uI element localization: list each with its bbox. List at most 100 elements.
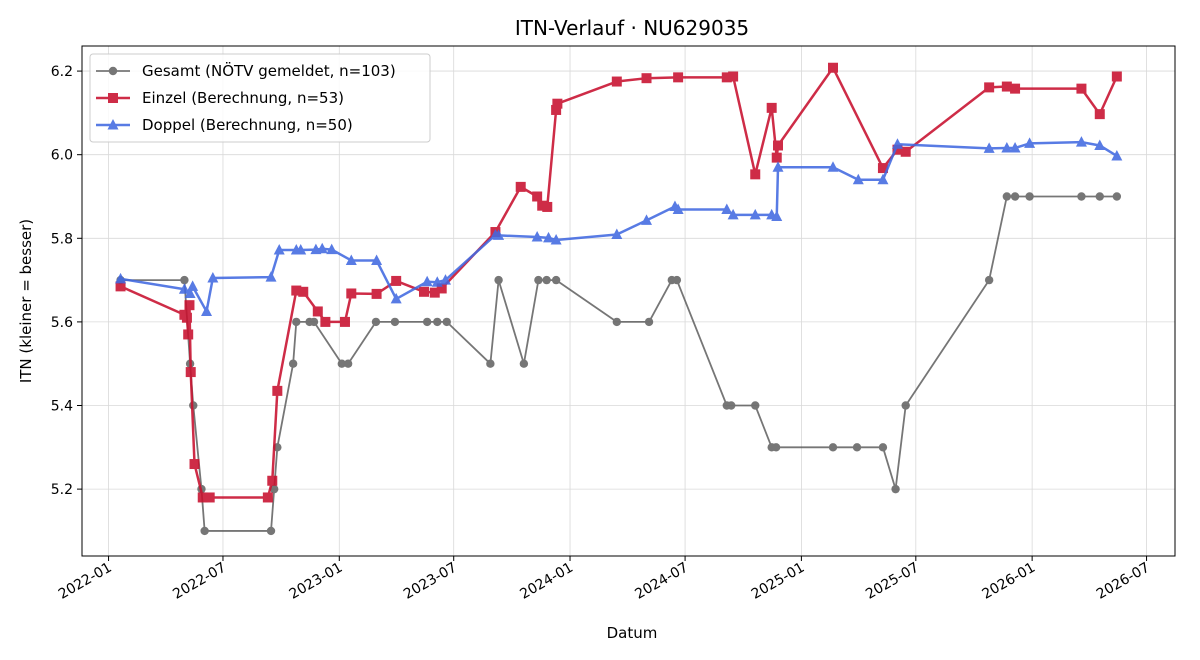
data-point-einzel (828, 62, 839, 73)
data-point-doppel (749, 208, 761, 220)
data-point-gesamt (390, 317, 400, 327)
data-point-einzel (184, 300, 195, 311)
data-point-einzel (515, 181, 526, 192)
data-point-doppel (431, 276, 443, 287)
data-point-gesamt (266, 526, 276, 536)
data-point-gesamt (1077, 192, 1086, 201)
data-point-doppel (1111, 149, 1123, 161)
legend-marker-doppel (107, 119, 119, 130)
data-point-doppel (115, 272, 127, 284)
series-doppel (115, 136, 1123, 316)
data-point-doppel (201, 305, 213, 316)
data-point-einzel (346, 288, 357, 299)
data-point-gesamt (672, 275, 682, 285)
y-tick-label: 5.2 (51, 482, 73, 498)
legend-swatch-gesamt (96, 66, 130, 76)
data-point-doppel (390, 292, 402, 304)
data-point-doppel (611, 228, 623, 240)
data-point-einzel (773, 140, 784, 151)
plot-frame (81, 45, 1176, 557)
data-point-einzel (267, 475, 278, 486)
data-point-einzel (418, 286, 429, 297)
data-point-doppel (852, 173, 864, 185)
legend-marker-gesamt (108, 66, 118, 76)
data-point-einzel (183, 329, 194, 340)
data-point-einzel (532, 191, 543, 202)
data-point-gesamt (542, 275, 551, 285)
data-point-gesamt (751, 401, 760, 410)
data-point-doppel (891, 138, 903, 149)
y-tick-label: 6.0 (51, 148, 73, 164)
data-point-doppel (772, 161, 784, 172)
data-point-einzel (189, 459, 200, 470)
y-tick-label: 6.2 (51, 64, 73, 80)
data-point-einzel (766, 102, 777, 113)
data-point-einzel (204, 492, 215, 503)
data-point-gesamt (337, 359, 347, 368)
data-point-gesamt (771, 443, 781, 452)
data-point-einzel (197, 492, 208, 503)
data-point-einzel (371, 288, 382, 299)
data-point-einzel (552, 98, 563, 109)
data-point-gesamt (1025, 192, 1034, 201)
data-point-gesamt (519, 359, 529, 368)
data-point-doppel (543, 231, 555, 243)
data-point-doppel (295, 244, 307, 255)
data-point-einzel (312, 306, 323, 317)
data-point-doppel (1009, 142, 1021, 153)
data-point-gesamt (433, 317, 442, 327)
data-point-gesamt (1095, 192, 1104, 201)
series-einzel (115, 62, 1122, 503)
data-point-doppel (771, 210, 783, 222)
series-gesamt (116, 192, 1122, 536)
data-point-doppel (326, 243, 338, 255)
data-point-gesamt (878, 443, 888, 452)
data-point-einzel (339, 316, 350, 327)
data-point-doppel (207, 272, 219, 283)
data-point-doppel (439, 274, 451, 285)
data-point-doppel (1075, 136, 1087, 147)
chart-title: ITN-Verlauf · NU629035 (515, 16, 749, 40)
data-point-gesamt (727, 401, 736, 410)
data-point-einzel (1076, 83, 1087, 94)
data-point-einzel (115, 281, 126, 292)
data-point-einzel (750, 169, 761, 180)
data-point-doppel (178, 283, 190, 294)
data-point-doppel (316, 242, 328, 254)
data-point-doppel (1094, 139, 1106, 150)
legend-label-gesamt: Gesamt (NÖTV gemeldet, n=103) (142, 61, 396, 80)
y-tick-label: 5.6 (51, 315, 73, 331)
y-axis-label: ITN (kleiner = besser) (17, 219, 35, 383)
data-point-gesamt (292, 317, 301, 327)
data-point-doppel (550, 233, 562, 245)
data-point-einzel (900, 146, 911, 157)
data-point-einzel (1111, 71, 1122, 82)
data-point-gesamt (269, 484, 279, 494)
data-point-doppel (345, 254, 357, 265)
data-point-gesamt (551, 275, 561, 285)
data-point-einzel (181, 312, 192, 323)
data-point-einzel (291, 285, 302, 296)
data-point-gesamt (494, 275, 503, 285)
legend-label-einzel: Einzel (Berechnung, n=53) (142, 89, 344, 107)
data-point-einzel (641, 73, 652, 84)
data-point-einzel (262, 492, 273, 503)
data-point-doppel (1001, 142, 1013, 153)
data-point-doppel (184, 287, 196, 298)
data-point-gesamt (486, 359, 495, 368)
legend: Gesamt (NÖTV gemeldet, n=103) Einzel (Ber… (89, 53, 431, 143)
data-point-doppel (493, 229, 505, 240)
data-point-gesamt (288, 359, 298, 368)
data-point-einzel (542, 201, 553, 212)
data-point-gesamt (442, 317, 451, 327)
data-point-doppel (1024, 137, 1036, 148)
data-point-gesamt (309, 317, 319, 327)
data-point-gesamt (343, 359, 353, 368)
data-point-gesamt (612, 317, 622, 327)
data-point-gesamt (901, 401, 910, 410)
data-point-gesamt (1002, 192, 1012, 201)
y-tick-label: 5.8 (51, 231, 73, 247)
legend-swatch-doppel (96, 119, 130, 130)
data-point-gesamt (891, 484, 900, 494)
